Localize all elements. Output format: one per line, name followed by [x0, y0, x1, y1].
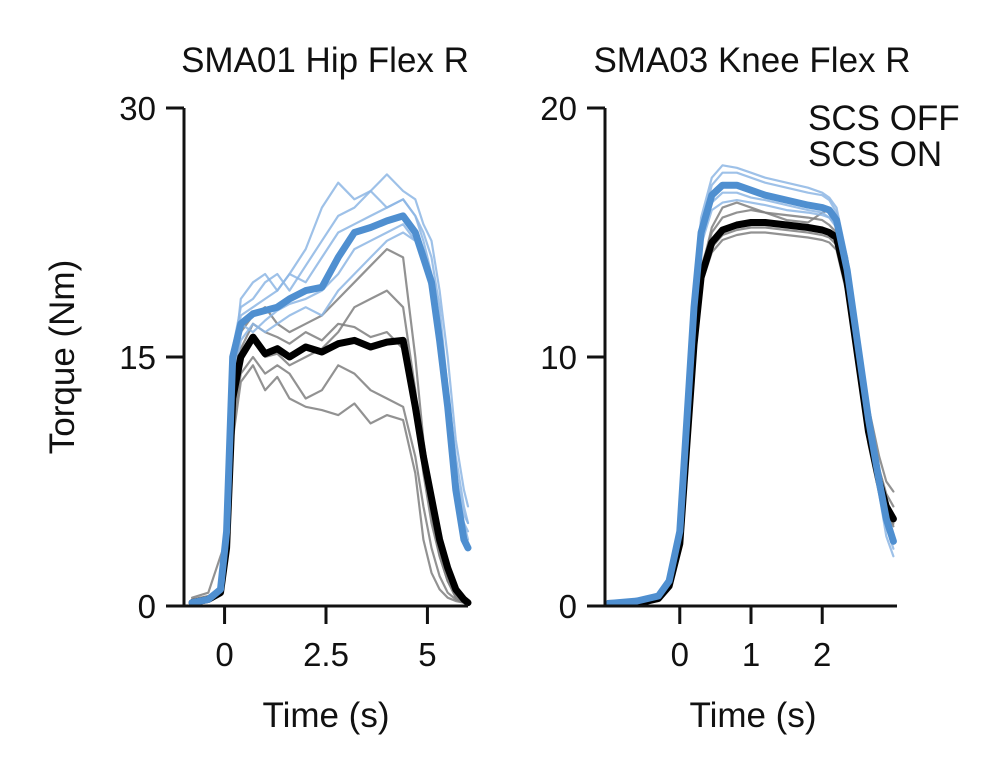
panel-title-hip: SMA01 Hip Flex R: [181, 41, 469, 80]
panel-title-knee: SMA03 Knee Flex R: [593, 41, 910, 80]
knee-scs-on-trial-3-line: [607, 171, 895, 605]
hip-x-tick-label: 5: [418, 636, 436, 673]
knee-x-tick-label: 0: [671, 636, 689, 673]
knee-y-tick-label: 20: [540, 90, 577, 127]
knee-scs-on-trial-1-line: [607, 164, 895, 605]
x-axis-label-knee: Time (s): [689, 696, 816, 735]
knee-scs-on-trial-2-line: [607, 199, 895, 605]
hip-scs-on-mean-line: [188, 212, 472, 607]
legend: SCS OFF SCS ON: [808, 99, 960, 174]
knee-x-tick-label: 1: [742, 636, 760, 673]
knee-axes: 0 10 20 0 1 2: [540, 90, 897, 673]
knee-y-tick-label: 10: [540, 339, 577, 376]
legend-scs-on: SCS ON: [808, 135, 942, 174]
knee-scs-on-trial-4-line: [607, 191, 895, 605]
hip-x-tick-label: 2.5: [303, 636, 349, 673]
knee-scs-off-trial-1-line: [607, 209, 895, 605]
hip-y-tick-label: 0: [138, 588, 156, 625]
knee-curves: [605, 164, 897, 607]
knee-scs-off-trial-3-line: [607, 201, 895, 603]
knee-x-tick-label: 2: [813, 636, 831, 673]
hip-x-tick-label: 0: [215, 636, 233, 673]
knee-y-tick-label: 0: [559, 588, 577, 625]
knee-scs-on-mean-line: [605, 181, 897, 607]
hip-flex-panel: SMA01 Hip Flex R 0 15 30 0 2.5 5 Time (s): [119, 41, 472, 735]
legend-scs-off: SCS OFF: [808, 99, 960, 138]
x-axis-label-hip: Time (s): [262, 696, 389, 735]
y-axis-label: Torque (Nm): [43, 260, 82, 454]
hip-axes: 0 15 30 0 2.5 5: [119, 90, 468, 673]
hip-curves: [188, 173, 472, 607]
knee-flex-panel: SMA03 Knee Flex R 0 10 20 0 1 2 Time (s): [540, 41, 910, 735]
hip-y-tick-label: 30: [119, 90, 156, 127]
hip-y-tick-label: 15: [119, 339, 156, 376]
